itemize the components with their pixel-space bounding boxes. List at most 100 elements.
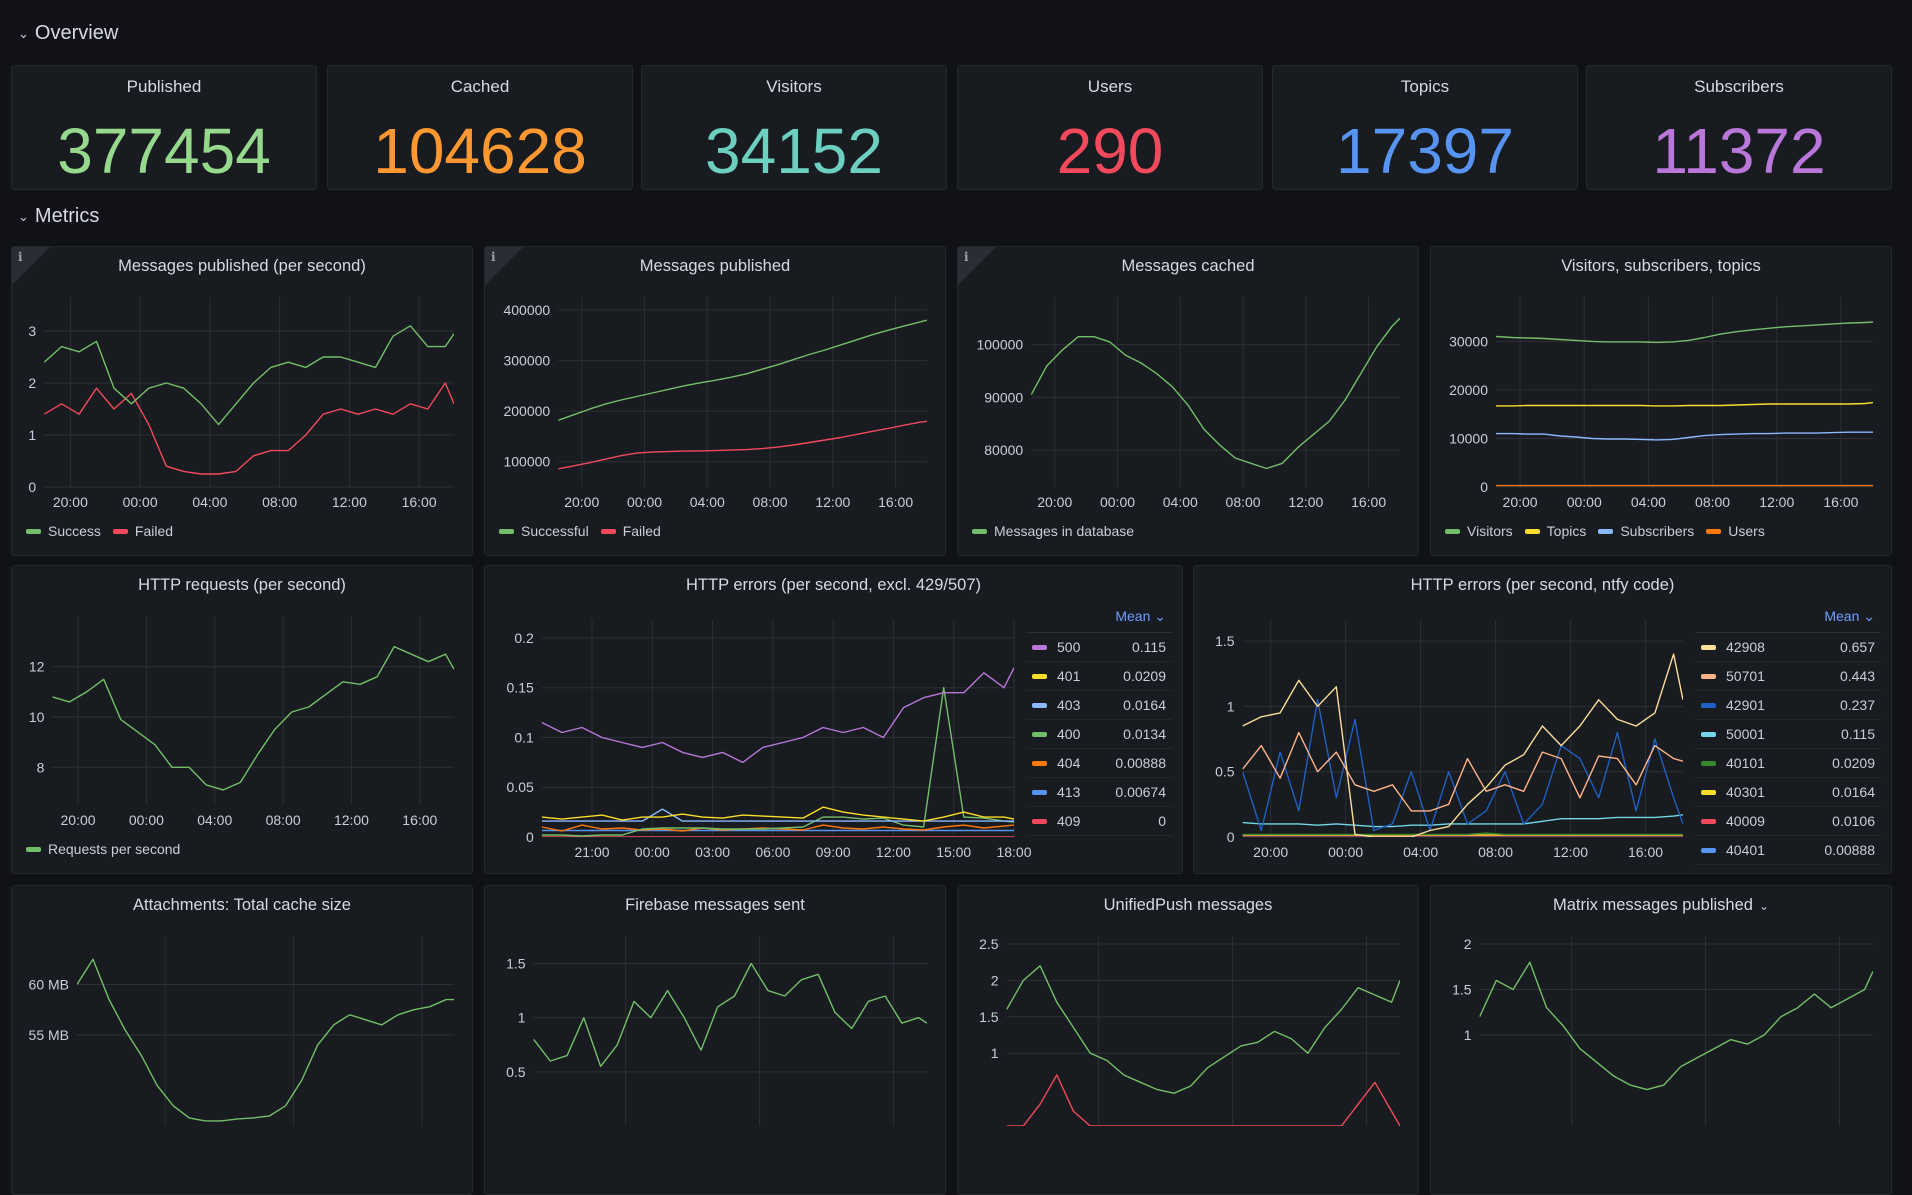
legend-item[interactable]: Messages in database [972, 523, 1134, 539]
legend-row[interactable]: 50001 0.115 [1695, 720, 1881, 749]
legend-row[interactable]: 40101 0.0209 [1695, 749, 1881, 778]
info-icon[interactable]: i [964, 250, 969, 264]
stat-panel-published[interactable]: Published 377454 [11, 65, 317, 190]
series-line-403[interactable] [541, 808, 1014, 822]
series-line-500[interactable] [541, 667, 1015, 764]
series-line-40101[interactable] [1242, 832, 1683, 836]
y-tick-label: 0.15 [507, 680, 534, 696]
info-icon[interactable]: i [491, 250, 496, 264]
x-tick-label: 04:00 [1631, 494, 1666, 510]
stat-panel-visitors[interactable]: Visitors 34152 [641, 65, 947, 190]
y-tick-label: 0.1 [514, 729, 534, 745]
legend-row[interactable]: 404 0.00888 [1026, 749, 1172, 778]
series-line[interactable] [533, 962, 927, 1068]
legend-sort-mean[interactable]: Mean ⌄ [1026, 608, 1172, 633]
legend-mean-value: 0.0209 [1832, 755, 1875, 771]
panel-attachments-cache-size[interactable]: Attachments: Total cache size 55 MB 60 MB [11, 885, 473, 1195]
panel-title: Matrix messages published ⌄ [1431, 896, 1891, 915]
series-line-visitors[interactable] [1496, 321, 1873, 344]
legend-sort-mean[interactable]: Mean ⌄ [1695, 608, 1881, 633]
x-tick-label: 00:00 [635, 844, 670, 860]
panel-firebase-messages[interactable]: Firebase messages sent 0.5 1 1.5 [484, 885, 946, 1195]
legend-row[interactable]: 413 0.00674 [1026, 778, 1172, 807]
series-line-failed[interactable] [558, 420, 927, 470]
legend-item[interactable]: Visitors [1445, 523, 1513, 539]
y-tick-label: 12 [29, 659, 45, 675]
legend-row[interactable]: 401 0.0209 [1026, 662, 1172, 691]
series-line-400[interactable] [541, 686, 1015, 837]
info-corner[interactable] [958, 247, 996, 285]
series-line-requests-per-second[interactable] [52, 645, 455, 791]
legend-item[interactable]: Requests per second [26, 841, 180, 857]
stat-title: Users [1087, 77, 1133, 96]
legend-row[interactable]: 40301 0.0164 [1695, 778, 1881, 807]
chart-svg: 100000 200000 300000 400000 20:00 00:00 04:00 0… [503, 297, 927, 510]
stat-panel-cached[interactable]: Cached 104628 [327, 65, 633, 190]
panel-messages-published-per-second[interactable]: Messages published (per second) i 0 1 2 3 20:0… [11, 246, 473, 556]
series-line-50701[interactable] [1242, 731, 1683, 812]
series-line-subscribers[interactable] [1496, 431, 1873, 441]
series-line-42908[interactable] [1242, 653, 1683, 837]
panel-messages-cached[interactable]: Messages cached i 80000 90000 100000 20:00 00:… [957, 246, 1419, 556]
stat-panel-topics[interactable]: Topics 17397 [1272, 65, 1578, 190]
chevron-down-icon: ⌄ [18, 25, 29, 41]
legend-label: 42908 [1726, 639, 1765, 655]
series-line[interactable] [1006, 1074, 1400, 1126]
series-line[interactable] [1479, 961, 1873, 1091]
series-line-messages-in-database[interactable] [1031, 317, 1400, 470]
series-line-success[interactable] [44, 325, 454, 426]
legend-row[interactable]: 42908 0.657 [1695, 633, 1881, 662]
chevron-down-icon[interactable]: ⌄ [1758, 899, 1769, 913]
info-corner[interactable] [485, 247, 523, 285]
x-tick-label: 20:00 [1037, 494, 1072, 510]
panel-http-requests[interactable]: HTTP requests (per second) 8 10 12 20:00 00:0… [11, 565, 473, 874]
panel-http-errors-ntfy-code[interactable]: HTTP errors (per second, ntfy code) 0 0.5 1… [1193, 565, 1892, 874]
panel-title-text: HTTP requests (per second) [138, 576, 346, 594]
legend-row[interactable]: 403 0.0164 [1026, 691, 1172, 720]
series-line-42901[interactable] [1242, 699, 1683, 832]
x-tick-label: 18:00 [996, 844, 1031, 860]
y-tick-label: 1.5 [506, 956, 526, 972]
series-line-404[interactable] [541, 824, 1015, 832]
panel-matrix-messages[interactable]: Matrix messages published ⌄ 1 1.5 2 [1430, 885, 1892, 1195]
chart-legend: Successful Failed [499, 523, 661, 539]
panel-unifiedpush-messages[interactable]: UnifiedPush messages 1 1.5 2 2.5 [957, 885, 1419, 1195]
series-line-successful[interactable] [558, 319, 927, 421]
series-line-failed[interactable] [44, 382, 454, 475]
row-toggle-metrics[interactable]: ⌄ Metrics [18, 205, 99, 228]
legend-row[interactable]: 40009 0.0106 [1695, 807, 1881, 836]
legend-item[interactable]: Topics [1524, 523, 1586, 539]
series-line-50001[interactable] [1242, 814, 1683, 828]
y-tick-label: 200000 [503, 403, 550, 419]
legend-item[interactable]: Success [26, 523, 101, 539]
series-line-401[interactable] [541, 806, 1015, 822]
legend-swatch [1524, 528, 1540, 534]
legend-row[interactable]: 40401 0.00888 [1695, 836, 1881, 865]
x-tick-label: 21:00 [575, 844, 610, 860]
panel-visitors-subscribers-topics[interactable]: Visitors, subscribers, topics 0 10000 20000… [1430, 246, 1892, 556]
info-corner[interactable] [12, 247, 50, 285]
legend-row[interactable]: 400 0.0134 [1026, 720, 1172, 749]
legend-table: Mean ⌄ 42908 0.657 50701 0.443 42901 0.237 5000… [1695, 608, 1881, 865]
legend-item[interactable]: Users [1706, 523, 1765, 539]
legend-item[interactable]: Successful [499, 523, 589, 539]
info-icon[interactable]: i [18, 250, 23, 264]
legend-row[interactable]: 500 0.115 [1026, 633, 1172, 662]
row-toggle-overview[interactable]: ⌄ Overview [18, 22, 118, 45]
panel-messages-published[interactable]: Messages published i 100000 200000 300000 400… [484, 246, 946, 556]
legend-swatch [600, 528, 616, 534]
series-line[interactable] [1006, 965, 1400, 1094]
legend-row[interactable]: 50701 0.443 [1695, 662, 1881, 691]
legend-swatch [1706, 528, 1722, 534]
y-tick-label: 0.5 [506, 1064, 526, 1080]
legend-item[interactable]: Subscribers [1598, 523, 1694, 539]
series-line-topics[interactable] [1496, 401, 1873, 407]
legend-row[interactable]: 409 0 [1026, 807, 1172, 836]
stat-panel-users[interactable]: Users 290 [957, 65, 1263, 190]
stat-panel-subscribers[interactable]: Subscribers 11372 [1586, 65, 1892, 190]
series-line[interactable] [77, 958, 454, 1122]
legend-item[interactable]: Failed [600, 523, 661, 539]
panel-http-errors-excl[interactable]: HTTP errors (per second, excl. 429/507) 0… [484, 565, 1183, 874]
legend-row[interactable]: 42901 0.237 [1695, 691, 1881, 720]
legend-item[interactable]: Failed [112, 523, 173, 539]
